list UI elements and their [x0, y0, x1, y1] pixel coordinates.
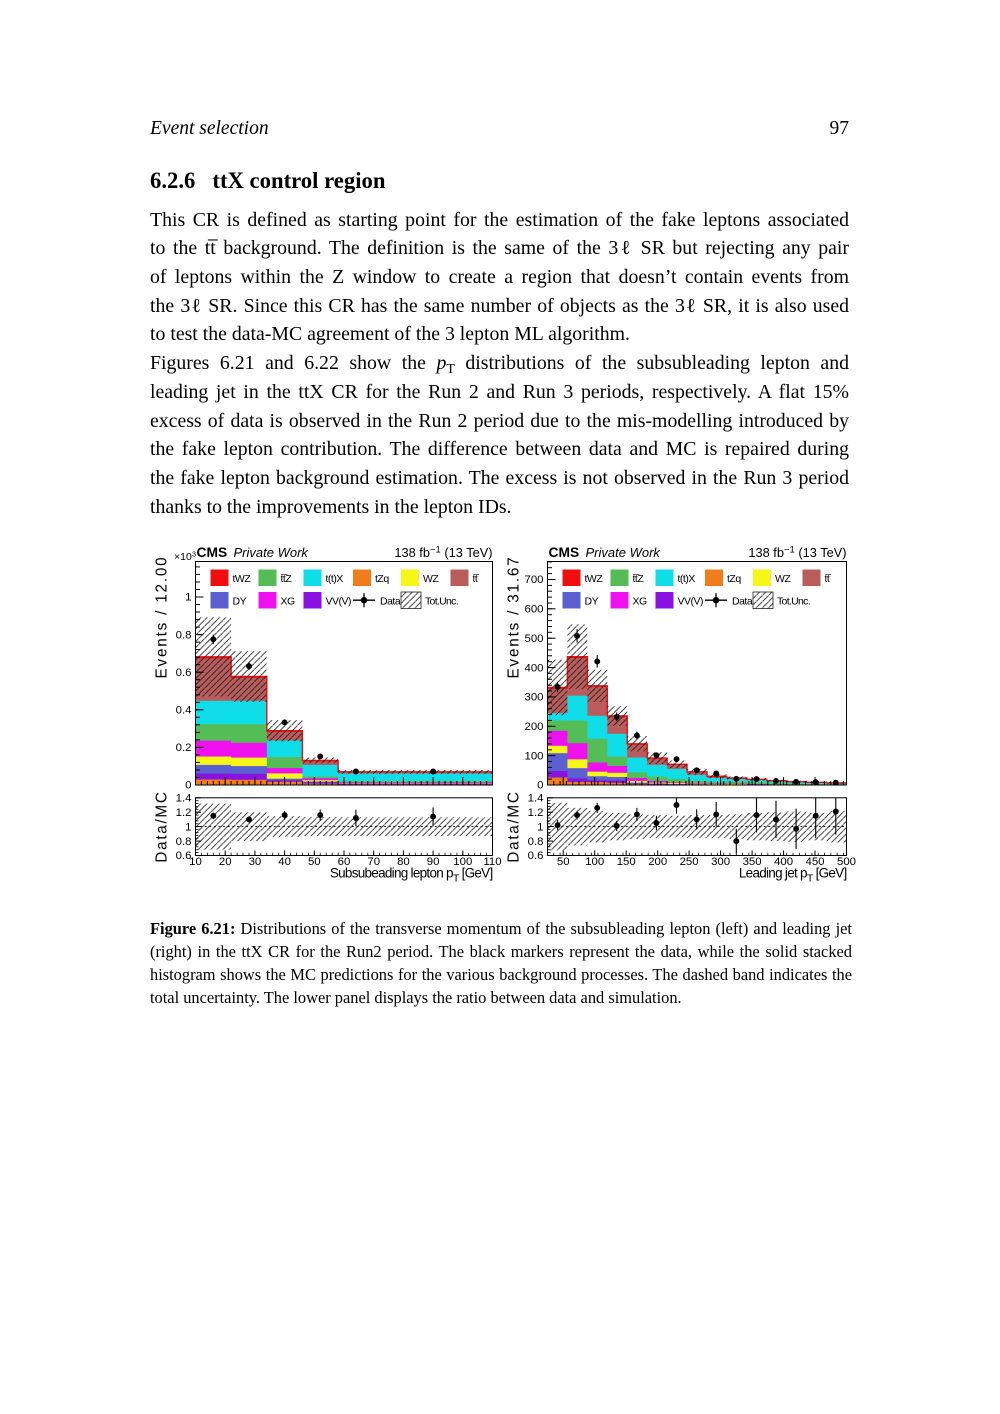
svg-text:tWZ: tWZ — [233, 573, 252, 585]
svg-text:700: 700 — [524, 574, 543, 586]
svg-text:Events / 31.67: Events / 31.67 — [506, 556, 523, 679]
svg-text:WZ: WZ — [423, 573, 439, 585]
svg-text:Data/MC: Data/MC — [506, 790, 523, 862]
svg-text:Leading jet pT [GeV]: Leading jet pT [GeV] — [739, 866, 847, 885]
svg-text:0: 0 — [537, 780, 543, 792]
svg-text:t(t)X: t(t)X — [678, 573, 696, 585]
svg-text:tZq: tZq — [727, 573, 741, 585]
svg-text:200: 200 — [648, 856, 667, 868]
svg-text:tt̅: tt̅ — [824, 573, 832, 585]
svg-text:Subsubeading lepton pT [GeV]: Subsubeading lepton pT [GeV] — [330, 866, 493, 885]
svg-text:Data/MC: Data/MC — [154, 790, 171, 862]
svg-text:1: 1 — [185, 592, 191, 604]
svg-text:Tot.Unc.: Tot.Unc. — [425, 596, 458, 608]
svg-text:300: 300 — [524, 692, 543, 704]
svg-text:Data: Data — [380, 596, 401, 608]
svg-text:110: 110 — [483, 856, 501, 868]
svg-text:CMS: CMS — [549, 545, 580, 560]
svg-text:t(t)X: t(t)X — [326, 573, 344, 585]
svg-text:0: 0 — [185, 780, 191, 792]
svg-text:600: 600 — [524, 604, 543, 616]
svg-text:20: 20 — [219, 856, 232, 868]
svg-text:80: 80 — [397, 856, 410, 868]
svg-text:90: 90 — [427, 856, 440, 868]
svg-text:tZq: tZq — [375, 573, 389, 585]
svg-text:1.2: 1.2 — [176, 807, 192, 819]
svg-text:0.4: 0.4 — [176, 705, 192, 717]
svg-text:tt̅: tt̅ — [472, 573, 480, 585]
svg-text:0.6: 0.6 — [176, 667, 192, 679]
svg-text:VV(V): VV(V) — [678, 596, 704, 608]
svg-text:100: 100 — [524, 750, 543, 762]
svg-text:450: 450 — [805, 856, 824, 868]
svg-text:0.8: 0.8 — [176, 629, 192, 641]
svg-text:60: 60 — [338, 856, 351, 868]
svg-text:tWZ: tWZ — [585, 573, 604, 585]
svg-text:300: 300 — [711, 856, 730, 868]
svg-text:50: 50 — [557, 856, 570, 868]
svg-text:70: 70 — [367, 856, 380, 868]
svg-text:1.4: 1.4 — [528, 793, 544, 805]
svg-text:30: 30 — [249, 856, 262, 868]
svg-text:Events / 12.00: Events / 12.00 — [154, 556, 171, 679]
svg-text:Private Work: Private Work — [234, 545, 310, 560]
svg-text:138 fb−1 (13 TeV): 138 fb−1 (13 TeV) — [748, 545, 846, 561]
svg-text:XG: XG — [281, 596, 296, 608]
svg-text:400: 400 — [524, 662, 543, 674]
svg-text:Data: Data — [732, 596, 753, 608]
svg-text:400: 400 — [774, 856, 793, 868]
svg-text:50: 50 — [308, 856, 321, 868]
svg-text:DY: DY — [585, 596, 599, 608]
svg-text:500: 500 — [524, 633, 543, 645]
svg-text:150: 150 — [617, 856, 636, 868]
svg-text:200: 200 — [524, 721, 543, 733]
svg-text:1: 1 — [537, 821, 543, 833]
svg-text:tt̅Z: tt̅Z — [280, 573, 292, 585]
svg-text:250: 250 — [680, 856, 699, 868]
svg-text:tt̅Z: tt̅Z — [632, 573, 644, 585]
svg-text:100: 100 — [453, 856, 472, 868]
svg-text:1.4: 1.4 — [176, 793, 192, 805]
svg-text:DY: DY — [233, 596, 247, 608]
svg-text:1: 1 — [185, 821, 191, 833]
svg-text:WZ: WZ — [775, 573, 791, 585]
svg-text:100: 100 — [585, 856, 604, 868]
svg-text:Tot.Unc.: Tot.Unc. — [777, 596, 810, 608]
svg-text:1.2: 1.2 — [528, 807, 544, 819]
svg-text:×103: ×103 — [174, 550, 196, 564]
svg-text:138 fb−1 (13 TeV): 138 fb−1 (13 TeV) — [394, 545, 492, 561]
svg-text:VV(V): VV(V) — [326, 596, 352, 608]
svg-text:0.6: 0.6 — [528, 850, 544, 862]
svg-text:CMS: CMS — [197, 545, 228, 560]
svg-text:Private Work: Private Work — [586, 545, 662, 560]
svg-text:10: 10 — [189, 856, 202, 868]
svg-text:0.6: 0.6 — [176, 850, 192, 862]
svg-text:40: 40 — [278, 856, 291, 868]
svg-text:350: 350 — [743, 856, 762, 868]
svg-text:500: 500 — [837, 856, 856, 868]
svg-text:0.8: 0.8 — [528, 836, 544, 848]
svg-text:0.8: 0.8 — [176, 836, 192, 848]
svg-text:0.2: 0.2 — [176, 742, 192, 754]
svg-text:XG: XG — [633, 596, 648, 608]
